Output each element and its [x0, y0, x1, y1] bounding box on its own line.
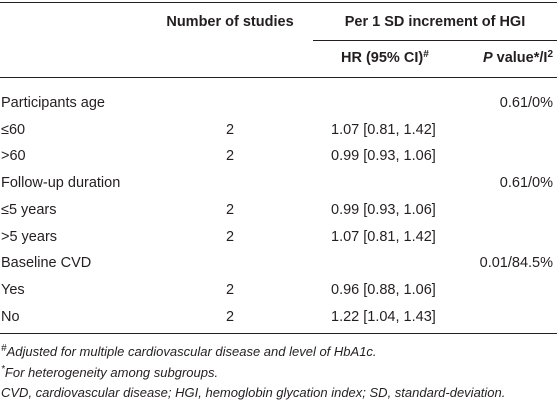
study-count: 2	[225, 148, 235, 165]
text: HR (95% CI)	[341, 50, 424, 66]
footnote-text: CVD, cardiovascular disease; HGI, hemogl…	[1, 385, 506, 400]
study-count: 2	[225, 308, 235, 325]
p-value: 0.01/84.5%	[479, 255, 553, 272]
p-value: 0.61/0%	[499, 175, 553, 192]
row-label: Yes	[1, 281, 25, 298]
study-count: 2	[225, 281, 235, 298]
study-count: 2	[225, 121, 235, 138]
footnote-text: Adjusted for multiple cardiovascular dis…	[6, 344, 377, 359]
header-hr: HR (95% CI)#	[341, 49, 429, 67]
group-rule	[313, 40, 557, 41]
p-value: 0.61/0%	[499, 95, 553, 111]
hazard-ratio: 1.07 [0.81, 1.42]	[331, 121, 436, 138]
hazard-ratio: 0.96 [0.88, 1.06]	[331, 281, 436, 298]
header-group: Per 1 SD increment of HGI	[344, 14, 526, 30]
hazard-ratio: 0.99 [0.93, 1.06]	[331, 148, 436, 165]
sup: 2	[547, 49, 553, 60]
text: value*/I	[492, 50, 548, 66]
top-rule	[0, 2, 557, 3]
footnote-mark: *	[1, 363, 5, 375]
row-label: Follow-up duration	[1, 175, 121, 192]
header-studies: Number of studies	[166, 14, 294, 30]
footnote-mark: #	[1, 343, 7, 354]
footnote: CVD, cardiovascular disease; HGI, hemogl…	[1, 384, 505, 402]
header-p: P value*/I2	[483, 49, 553, 67]
footnote: #Adjusted for multiple cardiovascular di…	[1, 343, 377, 361]
sup: #	[423, 49, 429, 60]
footnote: *For heterogeneity among subgroups.	[1, 364, 218, 382]
row-label: >5 years	[1, 228, 58, 245]
row-label: ≤5 years	[1, 201, 57, 218]
row-label: Baseline CVD	[1, 255, 92, 272]
footnote-text: For heterogeneity among subgroups.	[4, 364, 219, 380]
bottom-rule	[0, 333, 557, 334]
row-label: >60	[1, 148, 26, 165]
text: P	[482, 50, 493, 66]
study-count: 2	[225, 201, 235, 218]
study-count: 2	[225, 228, 235, 245]
header-rule	[0, 77, 557, 78]
row-label: ≤60	[1, 121, 26, 138]
hazard-ratio: 1.22 [1.04, 1.43]	[331, 308, 436, 325]
hazard-ratio: 0.99 [0.93, 1.06]	[331, 201, 436, 218]
row-label: No	[1, 308, 20, 325]
hazard-ratio: 1.07 [0.81, 1.42]	[331, 228, 436, 245]
row-label: Participants age	[1, 95, 105, 111]
